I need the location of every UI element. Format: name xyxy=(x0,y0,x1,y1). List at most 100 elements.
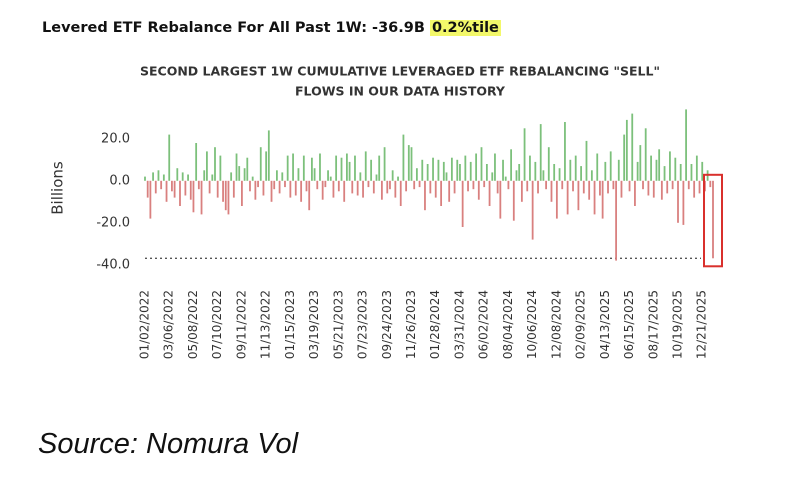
bar xyxy=(526,180,529,192)
bar xyxy=(402,134,405,181)
bar xyxy=(302,155,305,181)
bar xyxy=(294,180,297,196)
bar xyxy=(321,180,324,200)
bar xyxy=(407,145,410,181)
bar xyxy=(206,151,208,181)
bar xyxy=(477,180,480,200)
bar xyxy=(386,180,389,194)
bar xyxy=(286,155,289,181)
bar xyxy=(181,172,184,181)
x-tick-label: 03/06/2022 xyxy=(162,290,176,359)
bar xyxy=(695,155,698,181)
x-tick-label: 12/08/2024 xyxy=(549,290,563,359)
bar xyxy=(491,172,494,181)
x-tick-label: 07/23/2023 xyxy=(356,290,370,359)
bar xyxy=(154,180,157,194)
bar xyxy=(580,166,582,181)
bar xyxy=(262,180,265,196)
bar xyxy=(367,180,370,188)
bar xyxy=(494,153,496,181)
bar xyxy=(440,180,443,206)
bar xyxy=(230,172,233,181)
bar xyxy=(238,166,241,181)
bar xyxy=(607,180,609,194)
bar xyxy=(418,180,421,188)
bar xyxy=(523,128,526,181)
bar xyxy=(588,180,591,200)
bar xyxy=(276,170,278,181)
bar xyxy=(241,180,243,206)
bar xyxy=(496,180,499,194)
bar xyxy=(510,149,513,181)
x-tick-label: 05/21/2023 xyxy=(331,290,345,359)
bar xyxy=(644,128,647,181)
source: Source: Nomura Vol xyxy=(38,428,299,460)
bar xyxy=(628,180,631,192)
bar xyxy=(149,180,152,219)
bar xyxy=(682,180,685,225)
x-tick-label: 12/21/2025 xyxy=(695,290,709,359)
bar xyxy=(391,170,394,181)
bar xyxy=(380,180,383,200)
bar xyxy=(590,170,593,181)
x-tick-label: 09/24/2023 xyxy=(380,290,394,359)
bar xyxy=(224,180,227,211)
bar xyxy=(273,180,276,190)
bar xyxy=(671,180,674,190)
bar xyxy=(222,180,224,202)
bar xyxy=(249,180,251,192)
bar xyxy=(378,155,381,181)
x-tick-label: 03/19/2023 xyxy=(307,290,321,359)
bar xyxy=(383,147,386,181)
bar xyxy=(596,153,599,181)
bar xyxy=(176,168,179,181)
bar xyxy=(693,180,696,198)
bar xyxy=(698,180,701,194)
bar xyxy=(612,180,615,190)
bar xyxy=(545,180,547,190)
bar xyxy=(690,164,693,181)
bar xyxy=(313,168,316,181)
bar xyxy=(243,168,246,181)
bar xyxy=(456,159,459,181)
bar xyxy=(162,174,165,181)
chart-title: SECOND LARGEST 1W CUMULATIVE LEVERAGED E… xyxy=(140,64,660,79)
bar xyxy=(348,161,351,181)
bar xyxy=(445,172,448,181)
bar xyxy=(171,180,173,192)
bar xyxy=(574,155,577,181)
bar xyxy=(340,157,343,181)
bar xyxy=(257,180,259,188)
bar xyxy=(426,164,429,181)
bar xyxy=(537,180,539,194)
bar xyxy=(593,180,596,215)
bar xyxy=(677,180,679,223)
bar xyxy=(674,157,677,181)
bar xyxy=(499,180,502,219)
bar xyxy=(518,164,521,181)
bar xyxy=(214,147,216,181)
bar xyxy=(359,172,362,181)
bar xyxy=(488,180,491,206)
bar xyxy=(184,180,187,196)
x-tick-label: 08/17/2025 xyxy=(646,290,660,359)
bar xyxy=(459,164,461,181)
bar xyxy=(337,180,340,192)
bar xyxy=(669,151,671,181)
bar xyxy=(609,151,612,181)
bar xyxy=(305,180,308,192)
header-text: Levered ETF Rebalance For All Past 1W: -… xyxy=(42,20,425,36)
bar xyxy=(413,180,416,190)
bar xyxy=(566,180,569,215)
bar xyxy=(687,180,690,190)
bar xyxy=(311,157,313,181)
bar xyxy=(399,180,402,206)
header: Levered ETF Rebalance For All Past 1W: -… xyxy=(42,20,501,36)
bar xyxy=(208,180,211,194)
bar xyxy=(189,180,192,200)
x-tick-label: 06/15/2025 xyxy=(622,290,636,359)
bar xyxy=(319,153,321,181)
bar xyxy=(289,180,292,198)
bar xyxy=(372,180,375,194)
